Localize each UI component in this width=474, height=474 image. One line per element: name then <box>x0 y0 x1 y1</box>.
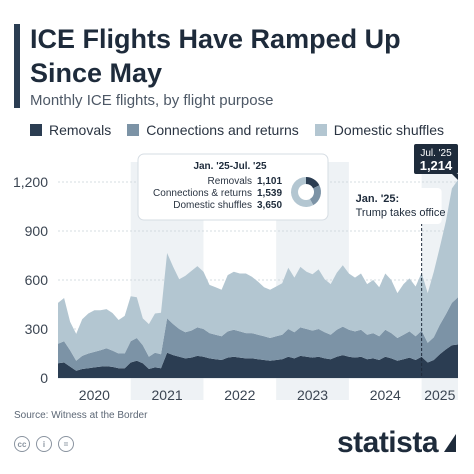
x-tick-label: 2025 <box>424 387 455 403</box>
donut-slice <box>291 177 314 207</box>
stacked-area-chart: 0 300 600 900 1,200 2020 2021 2022 2023 2024 2025 J… <box>13 144 458 403</box>
summary-row-label: Domestic shuffles <box>173 200 252 211</box>
legend-label-removals: Removals <box>49 122 112 138</box>
no-derivatives-icon[interactable]: = <box>58 436 74 452</box>
legend-item-domestic: Domestic shuffles <box>314 122 445 138</box>
y-tick-label: 0 <box>40 370 48 386</box>
legend-swatch-domestic <box>314 124 327 136</box>
x-tick-label: 2023 <box>297 387 328 403</box>
brand-mark-icon <box>444 434 456 452</box>
x-tick-label: 2020 <box>79 387 110 403</box>
area-series-domestic-shuffles <box>58 179 458 361</box>
legend-label-connections: Connections and returns <box>146 122 299 138</box>
x-tick-label: 2022 <box>224 387 255 403</box>
legend-swatch-connections <box>127 124 140 136</box>
x-tick-label: 2021 <box>152 387 183 403</box>
legend-item-connections: Connections and returns <box>127 122 299 138</box>
callout-pointer <box>452 174 458 180</box>
y-tick-label: 600 <box>25 272 49 288</box>
chart-legend: Removals Connections and returns Domesti… <box>30 122 470 138</box>
creative-commons-icon[interactable]: cc <box>14 436 30 452</box>
source-note: Source: Witness at the Border <box>14 410 148 421</box>
donut-slice <box>306 177 320 189</box>
summary-row-value: 1,539 <box>257 188 282 199</box>
summary-row-label: Connections & returns <box>153 188 252 199</box>
summary-box <box>137 153 329 221</box>
brand-name: statista <box>336 426 439 459</box>
event-label-text: Trump takes office <box>356 207 446 219</box>
legend-item-removals: Removals <box>30 122 111 138</box>
x-tick-label: 2024 <box>370 387 401 403</box>
summary-row-value: 3,650 <box>257 200 282 211</box>
summary-title: Jan. '25-Jul. '25 <box>193 161 267 172</box>
event-label-box <box>351 188 442 224</box>
summary-row-value: 1,101 <box>257 176 282 187</box>
y-tick-label: 1,200 <box>13 174 48 190</box>
legend-swatch-removals <box>30 124 42 136</box>
area-series-connections-and-returns <box>58 297 458 371</box>
summary-row-label: Removals <box>208 176 252 187</box>
callout-value: 1,214 <box>420 158 453 173</box>
callout-date: Jul. '25 <box>420 148 452 159</box>
donut-slice <box>309 185 321 206</box>
area-series-removals <box>58 344 458 378</box>
y-tick-label: 300 <box>25 321 49 337</box>
chart-subtitle: Monthly ICE flights, by flight purpose <box>30 92 274 109</box>
callout-box <box>414 144 458 174</box>
legend-label-domestic: Domestic shuffles <box>333 122 445 138</box>
attribution-icon[interactable]: i <box>36 436 52 452</box>
event-label-date: Jan. '25: <box>356 193 400 205</box>
brand-logo[interactable]: statista <box>337 426 458 460</box>
license-icons: cc i = <box>14 436 80 452</box>
y-tick-label: 900 <box>25 223 49 239</box>
title-accent-bar <box>14 24 20 108</box>
chart-title: ICE Flights Have Ramped Up Since May <box>30 24 401 88</box>
